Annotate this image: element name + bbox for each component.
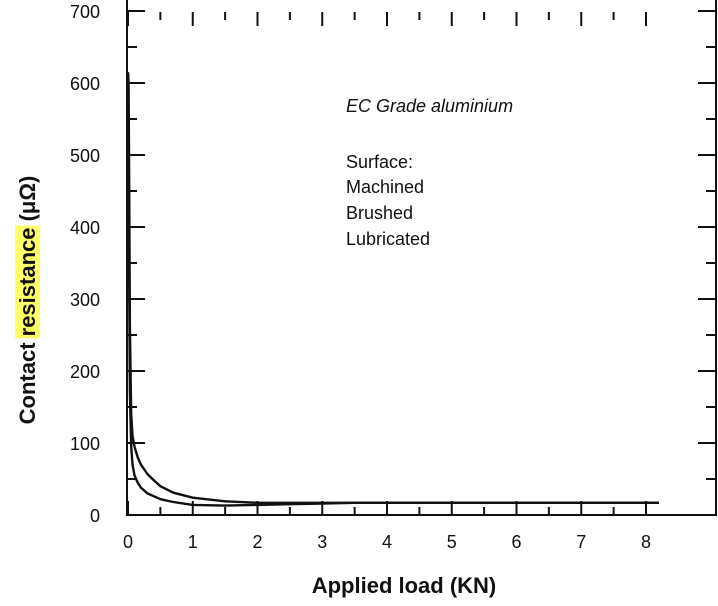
annotation-line: Machined — [346, 177, 424, 197]
plot-frame — [126, 0, 717, 516]
series-lines — [126, 72, 659, 507]
y-tick-label: 300 — [70, 290, 100, 310]
x-tick-label: 4 — [382, 532, 392, 552]
x-tick-label: 3 — [317, 532, 327, 552]
series-line — [126, 72, 659, 504]
annotation-line: Surface: — [346, 152, 413, 172]
y-tick-label: 600 — [70, 74, 100, 94]
x-tick-label: 6 — [511, 532, 521, 552]
axis-ticks — [127, 10, 716, 516]
annotation-line: Brushed — [346, 203, 413, 223]
series-line — [126, 111, 659, 507]
y-axis-title-group: Contact resistance (μΩ) — [15, 176, 40, 425]
y-tick-label: 500 — [70, 146, 100, 166]
plot-area-border — [126, 0, 717, 516]
x-tick-label: 0 — [123, 532, 133, 552]
annotation-line: Lubricated — [346, 229, 430, 249]
y-tick-label: 0 — [90, 506, 100, 526]
x-tick-label: 5 — [447, 532, 457, 552]
y-axis-title-prefix: Contact — [15, 336, 40, 424]
y-tick-label: 100 — [70, 434, 100, 454]
y-axis-title-highlight — [15, 225, 40, 339]
x-axis-title: Applied load (KN) — [312, 573, 497, 598]
y-axis-title-highlighted-word: resistance — [15, 228, 40, 337]
y-tick-label: 700 — [70, 2, 100, 22]
tick-labels: 0 1 2 3 4 5 6 7 8 0 100 200 300 400 500 600 700 — [70, 2, 651, 552]
x-tick-label: 2 — [252, 532, 262, 552]
y-tick-label: 200 — [70, 362, 100, 382]
annotation-heading: EC Grade aluminium — [346, 96, 513, 116]
x-tick-label: 7 — [576, 532, 586, 552]
x-tick-label: 8 — [641, 532, 651, 552]
y-axis-title: Contact resistance (μΩ) — [15, 176, 40, 425]
y-tick-label: 400 — [70, 218, 100, 238]
x-tick-label: 1 — [188, 532, 198, 552]
y-axis-title-suffix: (μΩ) — [15, 176, 40, 228]
